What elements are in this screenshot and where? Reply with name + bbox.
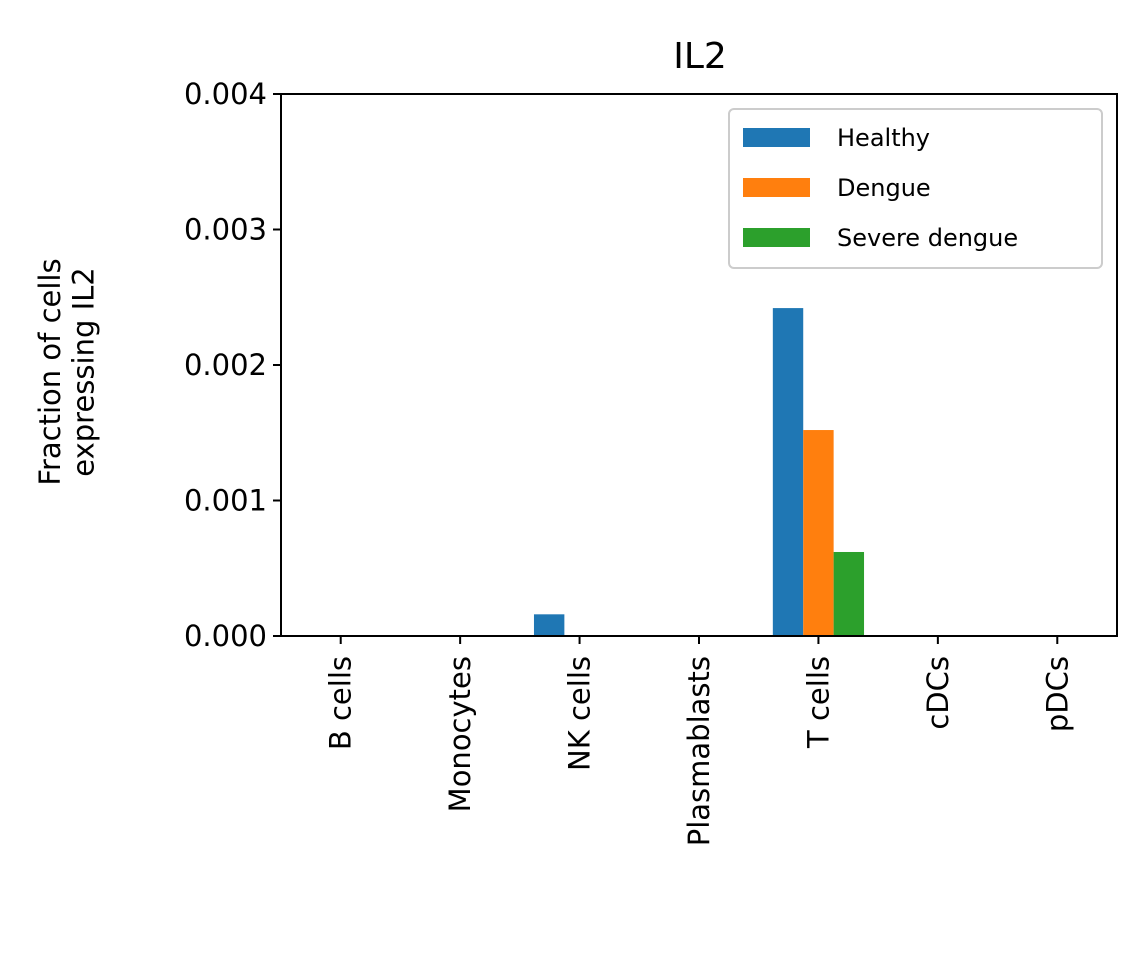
legend-label: Severe dengue (837, 224, 1018, 252)
y-tick-label: 0.002 (184, 348, 267, 382)
legend-box (728, 108, 1103, 269)
legend-label: Dengue (837, 174, 931, 202)
legend-swatch-severe-dengue (743, 228, 810, 247)
bars (533, 308, 865, 636)
x-tick-label: B cells (324, 656, 358, 750)
y-tick-label: 0.000 (184, 619, 267, 653)
y-tick-label: 0.001 (184, 484, 267, 518)
legend-label: Healthy (837, 124, 930, 152)
bar-dengue-t-cells (803, 430, 834, 636)
x-tick-label: Monocytes (443, 656, 477, 812)
y-tick-label: 0.003 (184, 213, 267, 247)
legend: Healthy Dengue Severe dengue (728, 108, 1103, 269)
bar-healthy-t-cells (772, 308, 804, 636)
x-axis: B cells Monocytes NK cells Plasmablasts T ce… (324, 636, 1074, 846)
bar-severe-dengue-t-cells (833, 551, 865, 636)
chart-title: IL2 (673, 36, 727, 77)
y-tick-label: 0.004 (184, 77, 267, 111)
x-tick-label: pDCs (1040, 656, 1074, 732)
y-axis-label-line: Fraction of cells (33, 258, 67, 485)
legend-swatch-healthy (743, 128, 810, 147)
y-axis-label: Fraction of cellsexpressing IL2 (33, 258, 100, 485)
plot-frame (280, 93, 1118, 637)
x-tick-label: NK cells (563, 656, 597, 771)
x-tick-label: Plasmablasts (682, 656, 716, 846)
legend-swatch-dengue (743, 178, 810, 197)
y-axis: 0.000 0.001 0.002 0.003 0.004 (184, 77, 281, 653)
y-axis-label-line: expressing IL2 (66, 267, 100, 476)
x-tick-label: T cells (801, 656, 835, 749)
bar-healthy-nk-cells (533, 614, 565, 636)
x-tick-label: cDCs (921, 656, 955, 730)
